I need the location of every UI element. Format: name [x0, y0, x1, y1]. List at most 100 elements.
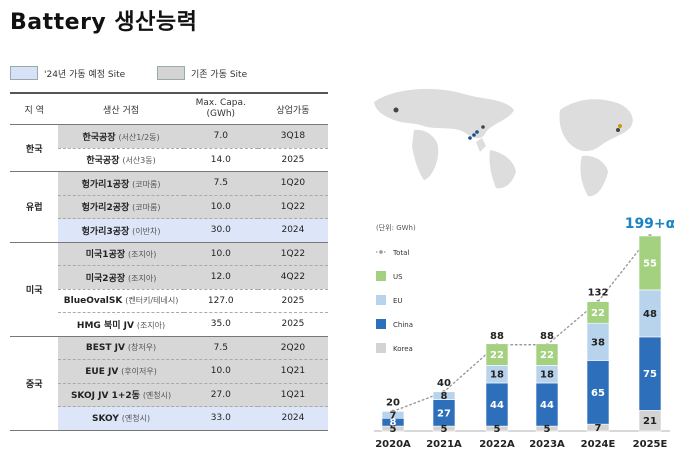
segment-value-label: 22 — [490, 350, 504, 361]
segment-value-label: 5 — [544, 424, 551, 435]
region-cell: 미국 — [10, 242, 59, 337]
bar-segment-us — [638, 235, 662, 291]
start-cell: 2024 — [257, 218, 328, 243]
total-trend — [391, 234, 652, 414]
site-location: (후이저우) — [121, 366, 157, 376]
legend-label-us: US — [393, 273, 403, 281]
capa-cell: 33.0 — [183, 406, 258, 431]
table-row: 헝가리2공장 (코마롬) 10.0 1Q22 — [10, 195, 328, 219]
site-name: 헝가리2공장 — [81, 203, 130, 214]
capa-cell: 12.0 — [183, 265, 258, 290]
site-marker-china-1 — [468, 136, 472, 140]
total-value-label: 88 — [540, 331, 554, 342]
site-name: SKOJ JV 1+2동 — [70, 391, 140, 402]
start-cell: 2025 — [257, 148, 328, 172]
site-cell: BlueOvalSK (켄터키/테네시) — [58, 289, 184, 313]
segment-value-label: 38 — [591, 337, 605, 348]
site-name: BEST JV — [85, 343, 125, 354]
x-tick-label: 2023A — [529, 439, 565, 450]
table-row: SKOY (옌청시) 33.0 2024 — [10, 406, 328, 431]
site-location: (켄터키/테네시) — [125, 296, 179, 306]
capa-cell: 127.0 — [183, 289, 258, 313]
site-cell: 헝가리1공장 (코마롬) — [58, 171, 184, 196]
site-location: (코마롬) — [132, 179, 161, 189]
legend-planned-label: '24년 가동 예정 Site — [44, 69, 126, 80]
legend-label-total: Total — [392, 249, 409, 257]
capa-cell: 7.0 — [183, 124, 258, 149]
start-cell: 2025 — [257, 289, 328, 313]
site-name: 한국공장 — [86, 156, 120, 167]
capa-cell: 7.5 — [183, 336, 258, 360]
start-cell: 1Q20 — [257, 171, 328, 196]
site-location: (창저우) — [127, 343, 157, 353]
site-location: (조지아) — [128, 250, 157, 260]
site-name: 미국1공장 — [85, 250, 126, 261]
region-cell: 유럽 — [10, 171, 59, 243]
legend-swatch-china — [376, 319, 386, 329]
site-name: 헝가리1공장 — [81, 179, 130, 190]
capa-cell: 14.0 — [183, 148, 258, 172]
segment-value-label: 7 — [390, 410, 397, 421]
legend-swatch-eu — [376, 295, 386, 305]
site-location: (서산3동) — [122, 156, 156, 166]
total-value-label: 88 — [490, 331, 504, 342]
table-header-row: 지 역 생산 거점 Max. Capa. (GWh) 상업가동 — [10, 92, 328, 125]
segment-value-label: 8 — [441, 391, 448, 402]
x-tick-label: 2024E — [581, 439, 616, 450]
bar-segment-us — [485, 343, 509, 366]
segment-value-label: 22 — [540, 350, 554, 361]
total-trend-line — [392, 235, 651, 413]
x-tick-label: 2021A — [426, 439, 462, 450]
site-location: (옌청시) — [121, 413, 151, 423]
segment-value-label: 27 — [437, 408, 451, 419]
segment-value-label: 5 — [494, 424, 501, 435]
segment-value-label: 48 — [643, 309, 657, 320]
legend-swatch-planned — [10, 66, 38, 80]
page-title: Battery 생산능력 — [10, 10, 198, 35]
region-cell: 한국 — [10, 124, 59, 172]
site-location: (조지아) — [128, 273, 157, 283]
chart-unit-label: (단위: GWh) — [376, 223, 416, 232]
header-start: 상업가동 — [257, 92, 328, 125]
site-name: 미국2공장 — [85, 273, 126, 284]
legend-planned: '24년 가동 예정 Site — [10, 66, 125, 80]
start-cell: 2024 — [257, 406, 328, 431]
table-row: 중국 BEST JV (창저우) 7.5 2Q20 — [10, 336, 328, 431]
header-capa: Max. Capa. (GWh) — [183, 92, 258, 125]
site-cell: 한국공장 (서산3동) — [58, 148, 184, 172]
site-cell: BEST JV (창저우) — [58, 336, 184, 360]
site-cell: 미국2공장 (조지아) — [58, 265, 184, 290]
capa-cell: 35.0 — [183, 312, 258, 337]
start-cell: 2Q20 — [257, 336, 328, 360]
table-row: BlueOvalSK (켄터키/테네시) 127.0 2025 — [10, 289, 328, 313]
segment-value-label: 75 — [643, 369, 657, 380]
table-row: SKOJ JV 1+2동 (옌청시) 27.0 1Q21 — [10, 383, 328, 407]
segment-value-label: 55 — [643, 258, 657, 269]
site-cell: 한국공장 (서산1/2동) — [58, 124, 184, 149]
region-cell: 중국 — [10, 336, 59, 431]
start-cell: 1Q21 — [257, 383, 328, 407]
site-location: (서산1/2동) — [118, 132, 160, 142]
site-cell: HMG 북미 JV (조지아) — [58, 312, 184, 337]
header-site: 생산 거점 — [58, 92, 184, 125]
table-row: 헝가리3공장 (이반차) 30.0 2024 — [10, 218, 328, 243]
legend-swatch-existing — [157, 66, 185, 80]
segment-value-label: 65 — [591, 388, 605, 399]
site-name: SKOY — [91, 413, 119, 424]
start-cell: 2025 — [257, 312, 328, 337]
site-marker-china-3 — [475, 130, 479, 134]
site-name: 헝가리3공장 — [81, 226, 130, 237]
site-marker-china-2 — [472, 133, 476, 137]
site-cell: SKOY (옌청시) — [58, 406, 184, 431]
start-cell: 4Q22 — [257, 265, 328, 290]
site-marker-us-1 — [618, 124, 622, 128]
legend-label-korea: Korea — [393, 345, 413, 353]
total-value-label: 199+α — [625, 216, 674, 232]
segment-value-label: 5 — [441, 424, 448, 435]
capa-cell: 30.0 — [183, 218, 258, 243]
site-marker-us-2 — [616, 128, 620, 132]
capa-cell: 10.0 — [183, 359, 258, 384]
bar-segment-us — [586, 301, 610, 324]
legend-swatch-us — [376, 271, 386, 281]
chart-bars — [381, 235, 662, 432]
